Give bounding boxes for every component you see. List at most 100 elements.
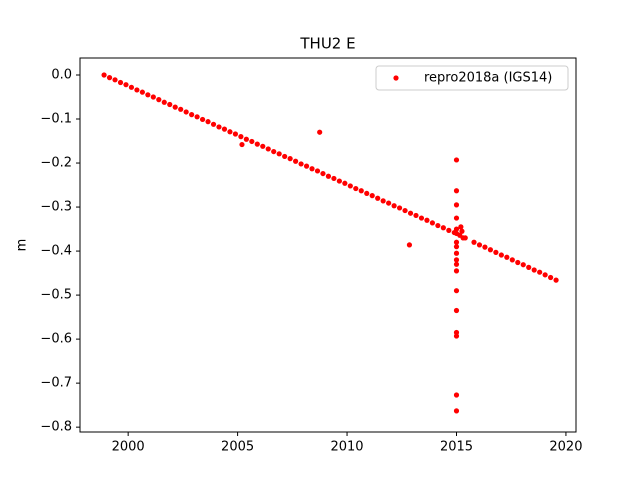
point (458, 224, 464, 230)
point (476, 242, 483, 248)
point (453, 157, 460, 163)
point (227, 129, 233, 135)
point (150, 94, 156, 100)
point (526, 264, 532, 270)
point (402, 207, 408, 214)
legend-box (375, 65, 569, 91)
point (336, 178, 342, 184)
point (221, 126, 228, 132)
point (128, 84, 135, 90)
point (453, 261, 460, 267)
point (358, 188, 364, 194)
point (453, 307, 460, 314)
y-tick-label: −0.4 (40, 244, 72, 259)
point (276, 151, 282, 157)
point (156, 97, 162, 103)
point (520, 262, 526, 268)
point (453, 230, 460, 237)
point (325, 173, 332, 179)
point (391, 203, 397, 209)
point (471, 239, 477, 245)
point (406, 242, 413, 248)
y-tick-label: −0.5 (40, 288, 72, 303)
point (254, 141, 260, 147)
point (453, 244, 460, 250)
point (487, 247, 494, 253)
point (139, 89, 145, 95)
point (353, 185, 359, 192)
point (375, 195, 381, 201)
x-tick-label: 2015 (440, 440, 473, 455)
point (453, 250, 460, 256)
point (429, 220, 436, 226)
y-tick-label: −0.2 (40, 156, 72, 171)
point (134, 87, 140, 93)
point (462, 235, 468, 241)
point (309, 166, 315, 172)
chart-title: THU2 E (299, 35, 355, 53)
point (459, 228, 465, 234)
point (453, 257, 460, 263)
point (435, 222, 441, 229)
point (249, 138, 255, 145)
point (380, 198, 386, 204)
point (347, 183, 353, 189)
point (331, 175, 337, 182)
point (453, 202, 460, 208)
point (199, 116, 206, 123)
y-tick-label: −0.1 (40, 112, 72, 127)
point (205, 119, 211, 125)
point (453, 268, 460, 274)
y-tick-label: −0.3 (40, 200, 72, 215)
point (167, 101, 173, 108)
point (537, 269, 543, 275)
point (418, 215, 425, 221)
point (453, 215, 460, 221)
point (453, 408, 460, 414)
point (453, 288, 460, 294)
legend-marker (393, 75, 399, 81)
point (453, 333, 460, 339)
point (172, 104, 178, 110)
point (453, 188, 460, 194)
point (183, 109, 189, 115)
point (303, 163, 310, 169)
point (482, 244, 488, 250)
point (123, 82, 129, 88)
point (386, 200, 392, 206)
point (509, 257, 515, 263)
point (553, 277, 559, 283)
y-tick-label: −0.6 (40, 332, 72, 347)
y-tick-label: −0.8 (40, 420, 72, 435)
point (282, 153, 288, 160)
point (493, 249, 499, 255)
point (239, 141, 245, 148)
point (178, 106, 184, 112)
point (424, 217, 430, 223)
point (287, 156, 293, 162)
point (293, 158, 299, 164)
point (407, 210, 414, 216)
point (106, 75, 113, 81)
x-tick-label: 2000 (112, 440, 145, 455)
x-tick-label: 2005 (221, 440, 254, 455)
point (265, 146, 271, 152)
y-axis-label: m (15, 239, 30, 252)
point (243, 136, 249, 142)
point (515, 259, 521, 266)
point (413, 212, 419, 219)
y-tick-label: 0.0 (51, 67, 72, 82)
plot-frame (79, 57, 577, 433)
point (161, 99, 167, 105)
point (369, 193, 375, 199)
point (396, 205, 403, 211)
point (531, 267, 537, 273)
point (364, 190, 370, 197)
point (453, 239, 460, 245)
point (271, 148, 277, 155)
point (453, 392, 460, 398)
point (112, 77, 118, 83)
x-tick-label: 2010 (330, 440, 363, 455)
point (320, 170, 326, 177)
